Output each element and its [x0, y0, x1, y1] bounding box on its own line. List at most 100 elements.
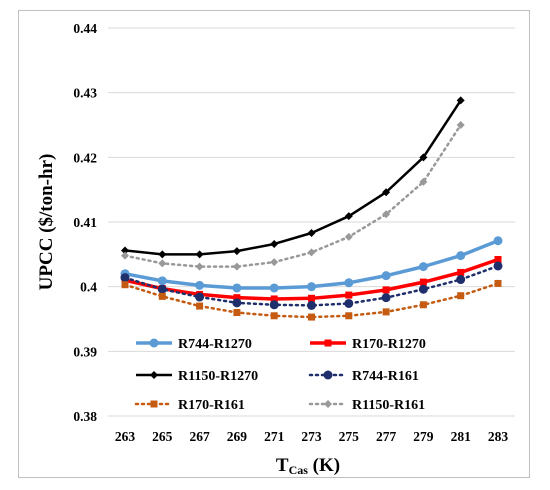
y-axis-title: UPCC ($/ton-hr) [36, 154, 57, 291]
data-point [419, 177, 428, 186]
data-point [232, 298, 242, 308]
data-point [158, 292, 166, 300]
series-R170-R161 [121, 279, 502, 321]
legend-marker [324, 400, 332, 408]
data-point [270, 258, 279, 267]
data-point [344, 278, 354, 288]
data-point [307, 228, 316, 237]
x-axis-title-unit: (K) [308, 455, 340, 476]
x-tick-label: 275 [339, 429, 360, 444]
data-point [457, 268, 465, 276]
x-tick-label: 263 [115, 429, 136, 444]
x-tick-label: 277 [376, 429, 397, 444]
legend-item: R1150-R1270 [136, 369, 258, 384]
series-line [124, 99, 462, 256]
y-tick-label: 0.4 [80, 280, 97, 295]
legend-item: R1150-R161 [308, 398, 425, 413]
data-point [456, 275, 466, 285]
data-point [269, 283, 279, 293]
series-line [123, 282, 500, 319]
data-point [308, 294, 315, 302]
legend-item: R170-R161 [134, 398, 245, 413]
legend-label: R744-R1270 [178, 337, 252, 352]
data-point [195, 292, 205, 302]
data-point [270, 239, 279, 248]
series-R744-R161 [120, 261, 503, 310]
y-tick-label: 0.43 [73, 86, 97, 101]
data-point [419, 301, 427, 309]
data-point [344, 212, 353, 221]
data-point [345, 312, 353, 320]
legend-marker [150, 371, 158, 379]
data-point [456, 251, 466, 261]
data-point [382, 286, 390, 294]
y-tick-label: 0.44 [73, 21, 97, 36]
data-point [232, 247, 241, 256]
data-point [121, 246, 129, 255]
data-point [157, 276, 167, 286]
data-point [270, 295, 278, 303]
data-point [196, 302, 204, 310]
legend-marker [324, 339, 332, 347]
y-tick-label: 0.42 [73, 150, 97, 165]
x-tick-label: 271 [264, 429, 285, 444]
data-point [456, 96, 465, 105]
data-point [307, 248, 316, 257]
data-point [232, 262, 241, 271]
x-axis-title-main: T [276, 455, 289, 476]
legend-label: R744-R161 [352, 369, 419, 384]
legend-item: R744-R161 [308, 369, 419, 384]
data-point [121, 251, 129, 260]
x-tick-label: 279 [413, 429, 434, 444]
x-axis-ticks: 263 265 267 269 271 273 275 277 279 281 283 [115, 429, 509, 444]
data-point [382, 210, 391, 219]
data-point [493, 236, 503, 246]
data-point [381, 293, 391, 303]
data-point [381, 271, 391, 281]
legend-label: R1150-R161 [352, 398, 425, 413]
y-tick-label: 0.41 [73, 215, 97, 230]
data-point [195, 250, 204, 259]
legend-label: R170-R1270 [352, 337, 426, 352]
series-R1150-R161 [121, 121, 465, 271]
data-point [419, 278, 427, 286]
legend: R744-R1270 R170-R1270 R1150-R1270 R744-R161… [134, 337, 426, 413]
data-point [494, 256, 502, 264]
data-point [456, 121, 465, 129]
x-tick-label: 269 [227, 429, 248, 444]
data-point [419, 153, 428, 162]
data-point [345, 291, 353, 299]
x-tick-label: 273 [301, 429, 322, 444]
legend-marker [323, 370, 333, 380]
x-tick-label: 281 [451, 429, 472, 444]
data-point [418, 284, 428, 294]
data-point [457, 292, 465, 300]
data-point [344, 298, 354, 308]
data-point [307, 282, 316, 292]
data-point [493, 261, 503, 271]
x-axis-title-sub: Cas [289, 463, 309, 477]
series-R170-R1270 [121, 256, 502, 303]
y-axis-ticks: 0.38 0.39 0.4 0.41 0.42 0.43 0.44 [73, 21, 97, 424]
legend-item: R170-R1270 [310, 337, 426, 352]
legend-label: R170-R161 [178, 398, 245, 413]
series-R1150-R1270 [121, 96, 465, 259]
data-point [158, 259, 167, 268]
data-point [195, 262, 204, 271]
data-point [195, 280, 205, 290]
legend-marker [149, 338, 159, 348]
data-point [270, 312, 278, 320]
legend-item: R744-R1270 [136, 337, 252, 352]
data-point [418, 262, 428, 272]
data-point [269, 300, 279, 310]
data-point [308, 313, 315, 321]
data-point [120, 273, 130, 283]
series-lines [120, 96, 503, 321]
data-point [233, 294, 241, 302]
x-tick-label: 265 [152, 429, 173, 444]
data-point [344, 232, 353, 241]
y-tick-label: 0.38 [73, 409, 97, 424]
data-point [232, 283, 242, 293]
data-point [494, 279, 502, 287]
